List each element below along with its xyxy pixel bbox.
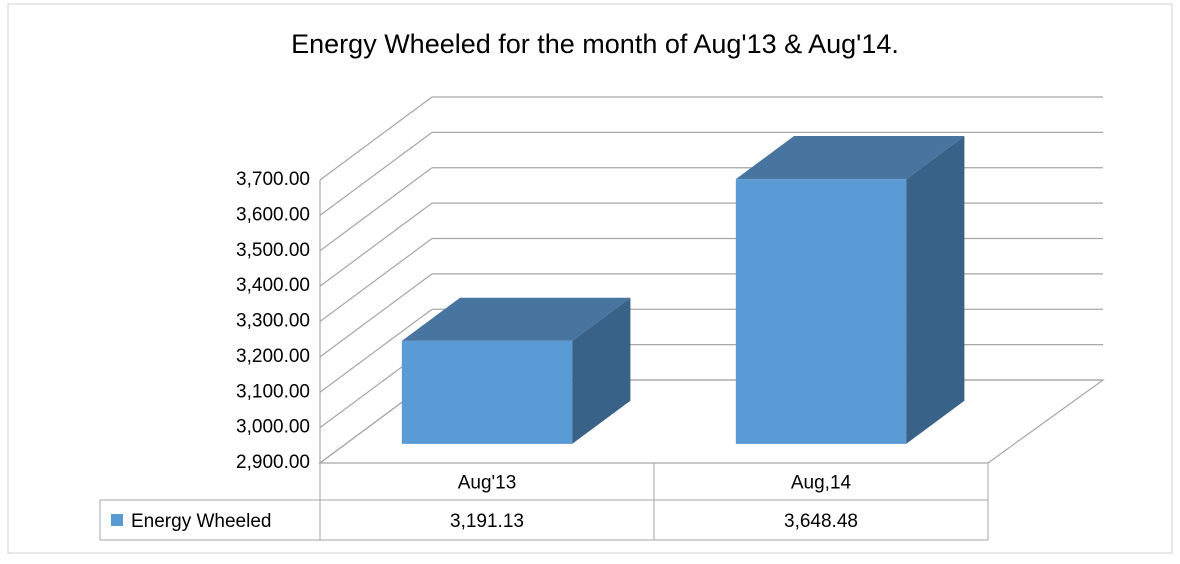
- bar-top: [401, 297, 631, 341]
- value-label: 3,648.48: [784, 511, 858, 532]
- grid-line: [319, 167, 433, 252]
- x-tick-label: Aug,14: [791, 473, 852, 494]
- y-tick-label: 3,600.00: [236, 204, 310, 225]
- legend-swatch: [111, 514, 123, 526]
- grid-line: [319, 96, 433, 181]
- chart-frame: [7, 3, 1173, 554]
- bar: [401, 340, 573, 444]
- grid-line: [319, 308, 433, 393]
- chart-title: Energy Wheeled for the month of Aug'13 &…: [291, 29, 899, 59]
- grid-line: [319, 273, 433, 358]
- y-tick-label: 3,100.00: [236, 381, 310, 402]
- y-tick-label: 3,000.00: [236, 417, 310, 438]
- y-tick-label: 3,200.00: [236, 346, 310, 367]
- value-label: 3,191.13: [450, 511, 524, 532]
- legend-label: Energy Wheeled: [131, 511, 271, 532]
- y-tick-label: 3,500.00: [236, 240, 310, 261]
- grid-line: [319, 238, 433, 322]
- y-tick-label: 3,400.00: [236, 275, 310, 296]
- bar-side: [572, 297, 631, 444]
- y-tick-label: 2,900.00: [236, 452, 310, 473]
- grid-line: [319, 131, 433, 216]
- x-tick-label: Aug'13: [458, 473, 517, 494]
- bar-top: [735, 135, 965, 180]
- bar-side: [906, 135, 965, 444]
- bar: [735, 179, 907, 444]
- y-tick-label: 3,300.00: [236, 311, 310, 332]
- grid-line: [319, 202, 433, 287]
- y-tick-label: 3,700.00: [236, 169, 310, 190]
